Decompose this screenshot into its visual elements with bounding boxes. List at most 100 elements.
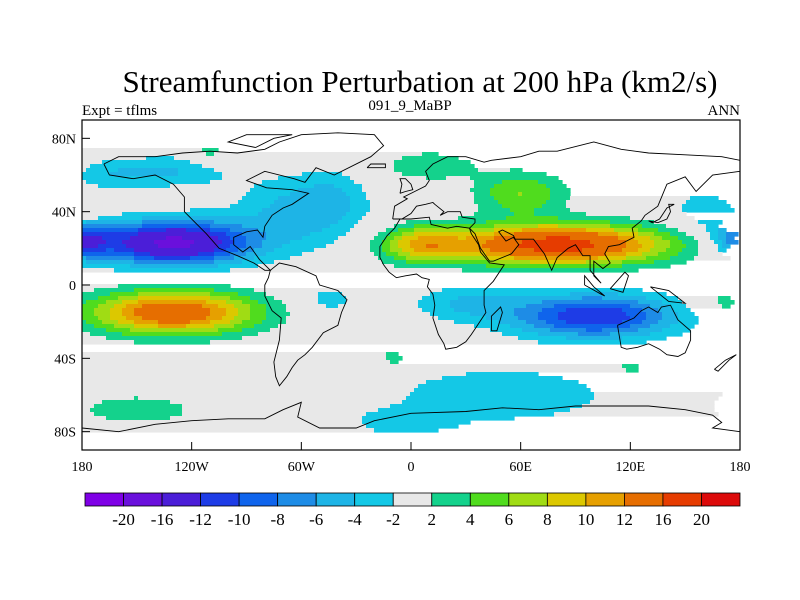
field-cell xyxy=(246,244,263,249)
field-cell xyxy=(214,152,423,157)
field-cell xyxy=(394,224,415,229)
field-cell xyxy=(654,240,671,245)
x-tick-label: 0 xyxy=(408,460,415,475)
field-cell xyxy=(82,396,135,401)
field-cell xyxy=(110,316,127,321)
field-cell xyxy=(374,236,387,241)
field-cell xyxy=(230,204,271,209)
field-cell xyxy=(202,304,219,309)
field-cell xyxy=(186,324,215,329)
field-cell xyxy=(230,252,247,257)
field-cell xyxy=(414,232,495,237)
colorbar-label: 10 xyxy=(577,510,594,529)
field-cell xyxy=(82,352,387,357)
field-cell xyxy=(402,248,415,253)
field-cell xyxy=(82,324,95,329)
field-cell xyxy=(678,228,707,233)
field-cell xyxy=(254,256,291,261)
field-cell xyxy=(650,332,683,337)
field-cell xyxy=(90,332,123,337)
colorbar-label: 4 xyxy=(466,510,475,529)
coastline xyxy=(82,401,740,433)
field-cell xyxy=(342,292,431,297)
field-cell xyxy=(82,176,223,181)
field-cell xyxy=(210,308,227,313)
field-cell xyxy=(726,236,735,241)
field-cell xyxy=(470,176,559,181)
field-cell xyxy=(82,312,95,317)
field-cell xyxy=(82,160,103,165)
field-cell xyxy=(82,364,623,369)
field-cell xyxy=(234,324,255,329)
field-cell xyxy=(694,256,731,261)
field-cell xyxy=(102,236,131,241)
field-cell xyxy=(554,324,631,329)
field-cell xyxy=(426,244,439,249)
coastline xyxy=(490,306,503,332)
field-cell xyxy=(98,184,171,189)
field-cell xyxy=(98,304,115,309)
field-cell xyxy=(210,296,231,301)
field-cell xyxy=(82,260,87,265)
colorbar-label: -8 xyxy=(271,510,285,529)
field-cell xyxy=(266,304,287,309)
field-cell xyxy=(82,204,231,209)
field-cell xyxy=(642,224,667,229)
coastline xyxy=(103,132,385,271)
colorbar-label: 12 xyxy=(616,510,633,529)
field-cell xyxy=(86,300,107,305)
field-cell xyxy=(494,224,539,229)
field-cell xyxy=(158,320,191,325)
field-cell xyxy=(214,256,235,261)
y-tick-label: 0 xyxy=(69,279,76,294)
field-cell xyxy=(254,324,279,329)
field-cell xyxy=(386,252,399,257)
colorbar-label: 2 xyxy=(428,510,437,529)
field-cell xyxy=(626,312,647,317)
field-cell xyxy=(338,304,419,309)
field-cell xyxy=(478,208,511,213)
field-cell xyxy=(234,304,251,309)
field-cell xyxy=(98,296,119,301)
field-cell xyxy=(510,208,535,213)
field-cell xyxy=(622,260,655,265)
field-cell xyxy=(638,232,655,237)
field-cell xyxy=(126,244,159,249)
field-cell xyxy=(686,200,727,205)
field-cell xyxy=(558,316,631,321)
field-cell xyxy=(218,264,259,269)
field-cell xyxy=(82,392,411,397)
coastline xyxy=(264,262,348,387)
field-cell xyxy=(718,236,727,241)
field-cell xyxy=(586,260,623,265)
field-cell xyxy=(522,240,591,245)
field-cell xyxy=(514,212,535,217)
field-cell xyxy=(190,208,263,213)
field-cell xyxy=(114,268,231,273)
colorbar-box xyxy=(392,492,433,507)
field-cell xyxy=(458,296,583,301)
field-cell xyxy=(626,256,647,261)
field-cell xyxy=(238,312,251,317)
field-cell xyxy=(258,212,347,217)
field-cell xyxy=(718,248,727,253)
colorbar-label: -20 xyxy=(112,510,135,529)
field-cell xyxy=(214,324,235,329)
field-cell xyxy=(390,404,583,409)
field-cell xyxy=(374,428,439,433)
field-cell xyxy=(646,312,663,317)
field-cell xyxy=(82,288,95,293)
field-cell xyxy=(82,156,147,161)
field-cell xyxy=(458,216,507,221)
field-cell xyxy=(630,304,651,309)
field-cell xyxy=(694,236,711,241)
field-cell xyxy=(366,192,475,197)
field-cell xyxy=(686,244,699,249)
field-cell xyxy=(170,400,403,405)
field-cell xyxy=(174,156,403,161)
field-cell xyxy=(550,188,571,193)
field-cell xyxy=(106,248,115,253)
field-cell xyxy=(686,304,723,309)
field-cell xyxy=(250,308,267,313)
field-cell xyxy=(514,256,599,261)
